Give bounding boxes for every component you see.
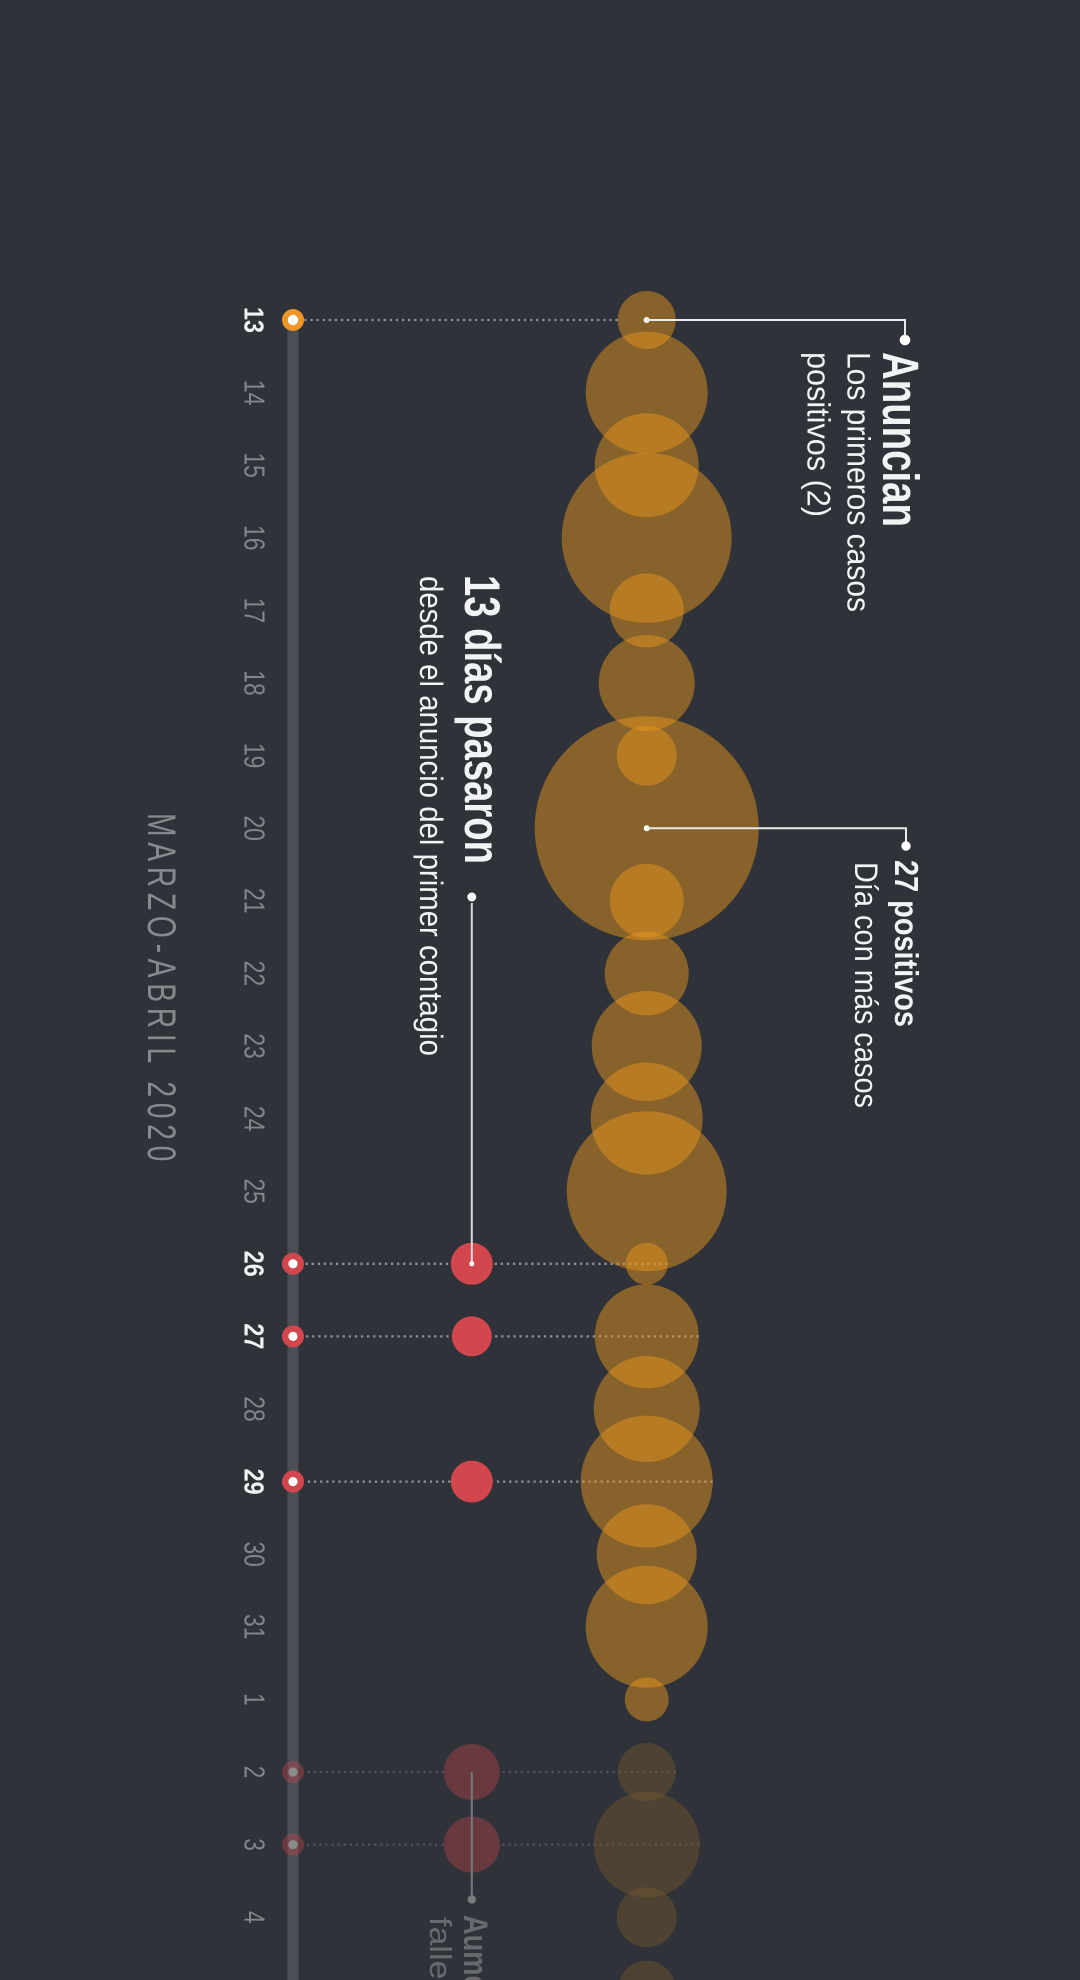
- svg-text:31: 31: [238, 1614, 270, 1640]
- svg-text:fallecidos: fallecidos: [423, 1917, 458, 1980]
- svg-text:3: 3: [238, 1838, 270, 1851]
- svg-text:16: 16: [238, 525, 270, 551]
- svg-text:25: 25: [238, 1178, 270, 1204]
- svg-text:23: 23: [238, 1033, 270, 1059]
- svg-text:desde el anuncio del primer co: desde el anuncio del primer contagio: [413, 576, 449, 1056]
- svg-text:Aumentan los: Aumentan los: [456, 1915, 494, 1980]
- svg-text:21: 21: [238, 888, 270, 914]
- svg-text:24: 24: [238, 1106, 270, 1132]
- svg-text:13 días pasaron: 13 días pasaron: [454, 575, 510, 864]
- svg-text:28: 28: [238, 1396, 270, 1422]
- svg-text:26: 26: [239, 1251, 270, 1277]
- svg-text:27 positivos: 27 positivos: [888, 860, 925, 1027]
- svg-text:1: 1: [238, 1693, 270, 1706]
- svg-text:17: 17: [238, 598, 270, 624]
- svg-text:30: 30: [238, 1541, 270, 1567]
- svg-text:positivos (2): positivos (2): [801, 352, 837, 517]
- svg-text:19: 19: [238, 743, 270, 769]
- svg-text:2: 2: [238, 1766, 270, 1779]
- svg-text:20: 20: [238, 815, 270, 841]
- svg-text:29: 29: [239, 1469, 270, 1495]
- svg-text:Anuncian: Anuncian: [872, 352, 929, 527]
- svg-text:18: 18: [238, 670, 270, 696]
- svg-text:15: 15: [238, 452, 270, 478]
- svg-text:MARZO-ABRIL 2020: MARZO-ABRIL 2020: [139, 813, 183, 1167]
- svg-text:27: 27: [239, 1323, 270, 1349]
- svg-text:13: 13: [239, 307, 270, 333]
- svg-text:Los primeros casos: Los primeros casos: [841, 352, 877, 612]
- svg-text:22: 22: [238, 961, 270, 987]
- svg-text:4: 4: [238, 1911, 270, 1924]
- svg-text:Día con más casos: Día con más casos: [848, 862, 884, 1108]
- svg-text:14: 14: [238, 380, 270, 406]
